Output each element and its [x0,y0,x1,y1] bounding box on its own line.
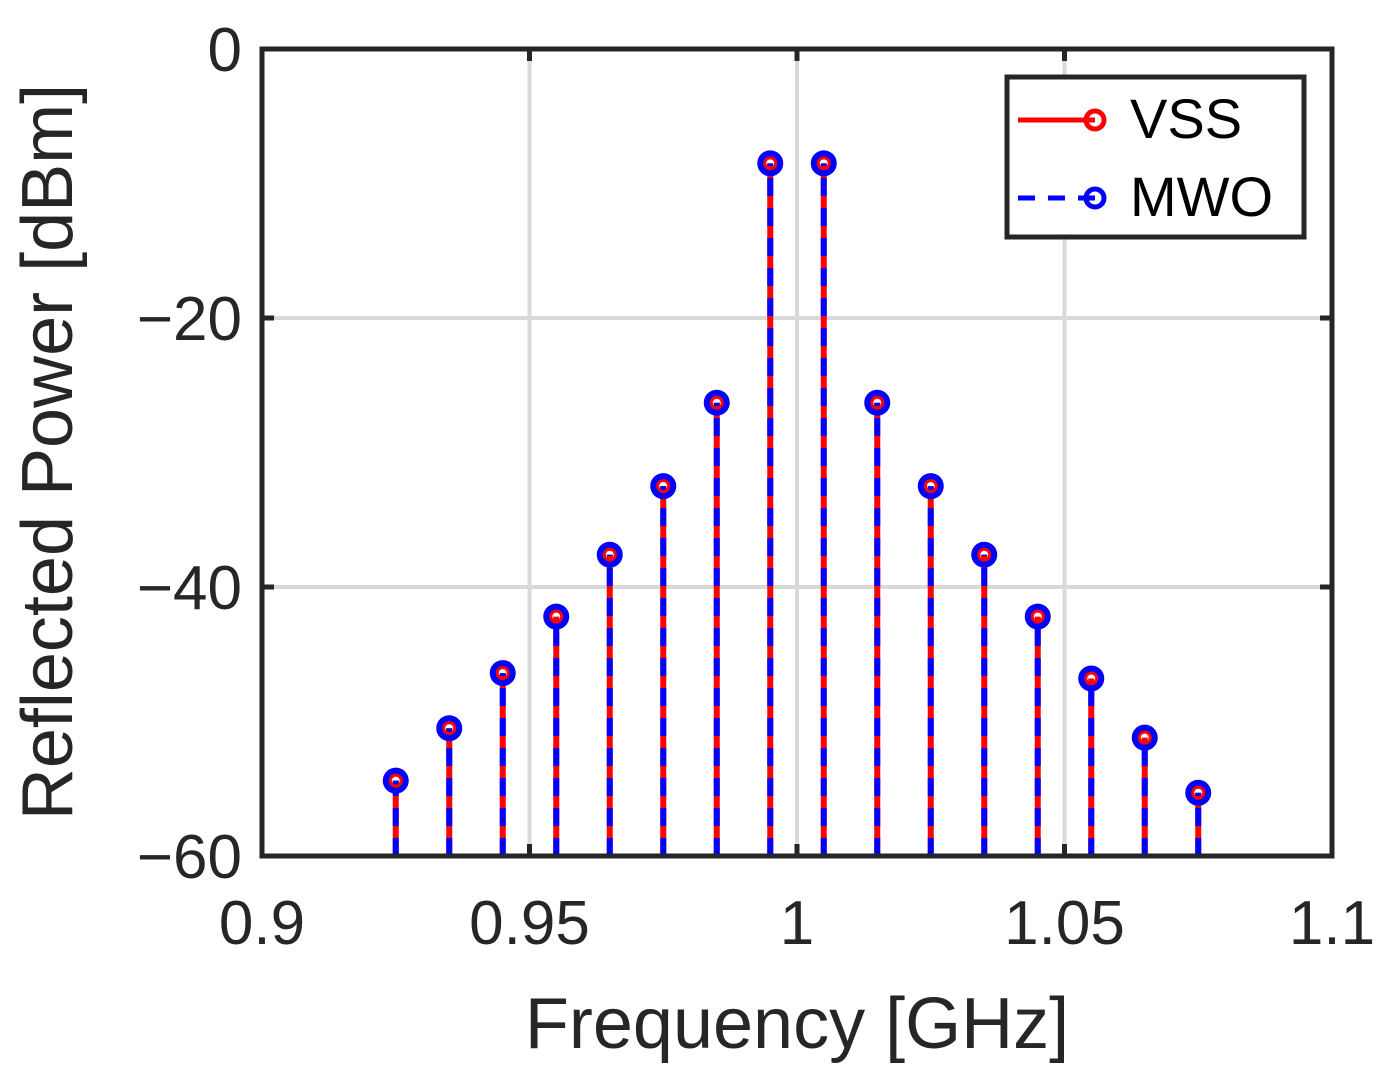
mwo-marker [1078,665,1105,692]
y-tick-label: 0 [208,16,242,85]
legend: VSS MWO [1004,74,1307,240]
vss-marker [976,546,993,563]
vss-marker [708,394,725,411]
vss-marker [922,478,939,495]
x-axis-label: Frequency [GHz] [525,984,1069,1064]
mwo-marker [703,389,730,416]
x-tick-label: 0.95 [469,889,590,958]
stem-series [382,150,1212,856]
tick-labels: 0.9 0.95 1 1.05 1.1 −60 −40 −20 0 [137,16,1375,958]
vss-marker [1029,608,1046,625]
vss-marker [1083,670,1100,687]
mwo-marker [436,715,463,742]
legend-vss-label: VSS [1130,87,1242,150]
mwo-marker [971,541,998,568]
mwo-marker [1185,779,1212,806]
y-axis-label: Reflected Power [dBm] [8,84,88,820]
mwo-marker [543,603,570,630]
y-tick-label: −40 [137,554,242,623]
vss-marker [655,478,672,495]
vss-marker [1136,729,1153,746]
mwo-marker [1131,724,1158,751]
mwo-marker [382,767,409,794]
x-tick-label: 1.1 [1289,889,1375,958]
x-tick-label: 1.05 [1004,889,1125,958]
vss-marker [601,546,618,563]
vss-marker [815,155,832,172]
y-tick-label: −20 [137,285,242,354]
mwo-marker [757,150,784,177]
mwo-marker [810,150,837,177]
mwo-marker [489,660,516,687]
vss-marker [1190,784,1207,801]
mwo-marker [596,541,623,568]
x-tick-label: 0.9 [219,889,305,958]
y-tick-label: −60 [137,823,242,892]
mwo-marker [917,473,944,500]
vss-marker [869,394,886,411]
vss-marker [441,720,458,737]
axis-ticks [259,46,1335,859]
legend-box [1004,74,1307,240]
mwo-marker [864,389,891,416]
vss-marker [762,155,779,172]
mwo-marker [1024,603,1051,630]
vss-marker [494,665,511,682]
legend-mwo-marker [1083,186,1107,210]
vss-marker [387,772,404,789]
vss-marker [548,608,565,625]
legend-vss-marker [1083,108,1107,132]
legend-mwo-label: MWO [1130,165,1273,228]
x-tick-label: 1 [780,889,814,958]
mwo-marker [650,473,677,500]
